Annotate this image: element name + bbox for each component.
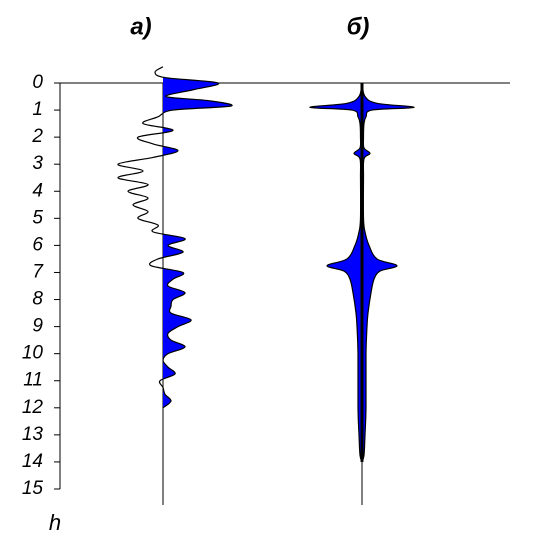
y-axis-label: h <box>49 510 61 535</box>
positive-fill <box>163 66 233 408</box>
y-tick-label: 13 <box>22 424 44 445</box>
y-tick-label: 12 <box>22 397 44 418</box>
y-tick-label: 7 <box>32 261 44 282</box>
panel-title: б) <box>347 13 370 40</box>
y-tick-label: 11 <box>23 370 43 391</box>
y-tick-label: 4 <box>32 180 43 201</box>
y-tick-label: 6 <box>32 234 43 255</box>
panel-title: а) <box>130 13 151 40</box>
y-tick-label: 1 <box>32 99 43 120</box>
y-tick-label: 8 <box>32 289 43 310</box>
trace-line <box>117 66 233 409</box>
y-tick-label: 10 <box>22 343 44 364</box>
y-tick-label: 15 <box>22 478 44 499</box>
y-tick-label: 2 <box>31 126 43 147</box>
y-tick-label: 14 <box>22 451 43 472</box>
y-tick-label: 0 <box>32 72 43 93</box>
y-tick-label: 5 <box>32 207 43 228</box>
y-tick-label: 3 <box>32 153 43 174</box>
y-tick-label: 9 <box>32 316 43 337</box>
